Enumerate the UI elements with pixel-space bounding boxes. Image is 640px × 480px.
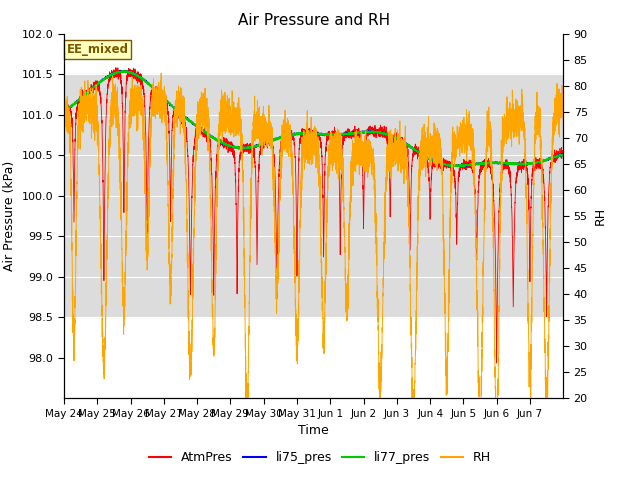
Text: EE_mixed: EE_mixed — [67, 43, 129, 56]
Bar — [64, 74, 563, 317]
X-axis label: Time: Time — [298, 424, 329, 437]
Legend: AtmPres, li75_pres, li77_pres, RH: AtmPres, li75_pres, li77_pres, RH — [144, 446, 496, 469]
Y-axis label: RH: RH — [593, 207, 606, 225]
Y-axis label: Air Pressure (kPa): Air Pressure (kPa) — [3, 161, 16, 271]
Title: Air Pressure and RH: Air Pressure and RH — [237, 13, 390, 28]
